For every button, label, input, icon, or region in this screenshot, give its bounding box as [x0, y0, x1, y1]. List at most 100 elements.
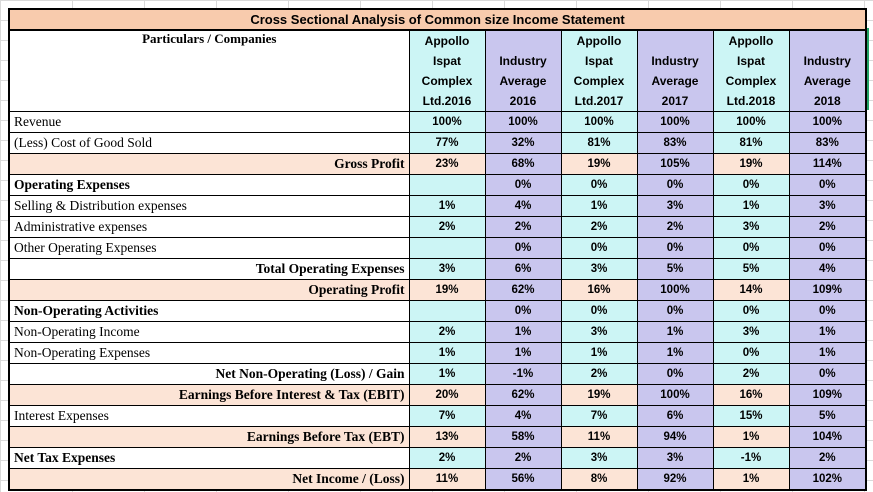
value-cell[interactable]: 0%	[636, 237, 714, 259]
value-cell[interactable]: 1%	[408, 363, 486, 385]
value-cell[interactable]: 83%	[636, 132, 714, 154]
value-cell[interactable]: 0%	[712, 174, 790, 196]
value-cell[interactable]: 5%	[636, 258, 714, 280]
value-cell[interactable]: 0%	[636, 174, 714, 196]
row-label[interactable]: Earnings Before Interest & Tax (EBIT)	[8, 384, 410, 406]
value-cell[interactable]: 5%	[712, 258, 790, 280]
value-cell[interactable]: 100%	[560, 111, 638, 133]
value-cell[interactable]: 0%	[484, 174, 562, 196]
value-cell[interactable]: 3%	[560, 321, 638, 343]
value-cell[interactable]: 16%	[560, 279, 638, 301]
value-cell[interactable]: 1%	[560, 342, 638, 364]
value-cell[interactable]: 6%	[484, 258, 562, 280]
value-cell[interactable]: 2%	[560, 216, 638, 238]
value-cell[interactable]: 14%	[712, 279, 790, 301]
value-cell[interactable]: 100%	[484, 111, 562, 133]
value-cell[interactable]: 1%	[484, 342, 562, 364]
value-cell[interactable]: 15%	[712, 405, 790, 427]
row-label[interactable]: (Less) Cost of Good Sold	[8, 132, 410, 154]
value-cell[interactable]: 83%	[788, 132, 867, 154]
value-cell[interactable]: 2%	[484, 216, 562, 238]
value-cell[interactable]: 0%	[788, 300, 867, 322]
industry-2016-header[interactable]: Industry Average 2016	[484, 29, 562, 112]
table-title[interactable]: Cross Sectional Analysis of Common size …	[7, 8, 868, 31]
value-cell[interactable]: 2%	[788, 447, 867, 469]
value-cell[interactable]	[408, 174, 486, 196]
apollo-2018-header[interactable]: Appollo Ispat Complex Ltd.2018	[712, 29, 790, 112]
value-cell[interactable]: 109%	[788, 384, 867, 406]
row-label[interactable]: Total Operating Expenses	[8, 258, 410, 280]
value-cell[interactable]: 1%	[788, 321, 867, 343]
value-cell[interactable]	[408, 300, 486, 322]
value-cell[interactable]: 3%	[712, 321, 790, 343]
value-cell[interactable]: 2%	[788, 216, 867, 238]
value-cell[interactable]: 2%	[484, 447, 562, 469]
row-label[interactable]: Interest Expenses	[8, 405, 410, 427]
value-cell[interactable]: 8%	[560, 468, 638, 491]
value-cell[interactable]: 0%	[636, 363, 714, 385]
row-label[interactable]: Net Non-Operating (Loss) / Gain	[8, 363, 410, 385]
value-cell[interactable]: 2%	[712, 363, 790, 385]
value-cell[interactable]: 0%	[788, 174, 867, 196]
value-cell[interactable]: 58%	[484, 426, 562, 448]
value-cell[interactable]: 19%	[560, 153, 638, 175]
value-cell[interactable]: 0%	[484, 300, 562, 322]
value-cell[interactable]: 23%	[408, 153, 486, 175]
value-cell[interactable]: 1%	[484, 321, 562, 343]
industry-2017-header[interactable]: Industry Average 2017	[636, 29, 714, 112]
value-cell[interactable]: 81%	[712, 132, 790, 154]
value-cell[interactable]: 100%	[636, 111, 714, 133]
value-cell[interactable]: 92%	[636, 468, 714, 491]
value-cell[interactable]: 100%	[636, 384, 714, 406]
value-cell[interactable]: 100%	[636, 279, 714, 301]
row-label[interactable]: Earnings Before Tax (EBT)	[8, 426, 410, 448]
value-cell[interactable]: 4%	[788, 258, 867, 280]
value-cell[interactable]: 19%	[560, 384, 638, 406]
value-cell[interactable]: 6%	[636, 405, 714, 427]
value-cell[interactable]: 2%	[408, 447, 486, 469]
row-label[interactable]: Selling & Distribution expenses	[8, 195, 410, 217]
value-cell[interactable]: 94%	[636, 426, 714, 448]
value-cell[interactable]: 100%	[408, 111, 486, 133]
value-cell[interactable]: 4%	[484, 405, 562, 427]
value-cell[interactable]: 7%	[560, 405, 638, 427]
row-label[interactable]: Revenue	[8, 111, 410, 133]
particulars-header[interactable]: Particulars / Companies	[8, 29, 410, 112]
value-cell[interactable]: 2%	[408, 216, 486, 238]
value-cell[interactable]: 16%	[712, 384, 790, 406]
value-cell[interactable]: 13%	[408, 426, 486, 448]
row-label[interactable]: Other Operating Expenses	[8, 237, 410, 259]
value-cell[interactable]: 11%	[560, 426, 638, 448]
value-cell[interactable]: 19%	[408, 279, 486, 301]
value-cell[interactable]: 1%	[788, 342, 867, 364]
value-cell[interactable]: 100%	[712, 111, 790, 133]
value-cell[interactable]: 114%	[788, 153, 867, 175]
row-label[interactable]: Non-Operating Activities	[8, 300, 410, 322]
value-cell[interactable]: 0%	[560, 237, 638, 259]
value-cell[interactable]: -1%	[712, 447, 790, 469]
value-cell[interactable]: 0%	[712, 300, 790, 322]
value-cell[interactable]: 0%	[484, 237, 562, 259]
value-cell[interactable]: 1%	[712, 468, 790, 491]
apollo-2017-header[interactable]: Appollo Ispat Complex Ltd.2017	[560, 29, 638, 112]
value-cell[interactable]: 3%	[560, 447, 638, 469]
row-label[interactable]: Operating Expenses	[8, 174, 410, 196]
value-cell[interactable]: 1%	[408, 342, 486, 364]
value-cell[interactable]: 109%	[788, 279, 867, 301]
value-cell[interactable]: 1%	[712, 426, 790, 448]
row-label[interactable]: Net Income / (Loss)	[8, 468, 410, 491]
value-cell[interactable]: 7%	[408, 405, 486, 427]
value-cell[interactable]: 3%	[636, 447, 714, 469]
value-cell[interactable]: 100%	[788, 111, 867, 133]
value-cell[interactable]: 1%	[712, 195, 790, 217]
value-cell[interactable]: 11%	[408, 468, 486, 491]
value-cell[interactable]: 0%	[712, 237, 790, 259]
value-cell[interactable]: 3%	[636, 195, 714, 217]
value-cell[interactable]: 0%	[712, 342, 790, 364]
value-cell[interactable]: 1%	[636, 321, 714, 343]
value-cell[interactable]: 2%	[408, 321, 486, 343]
value-cell[interactable]: 102%	[788, 468, 867, 491]
value-cell[interactable]: 0%	[788, 363, 867, 385]
value-cell[interactable]: 4%	[484, 195, 562, 217]
value-cell[interactable]: 19%	[712, 153, 790, 175]
